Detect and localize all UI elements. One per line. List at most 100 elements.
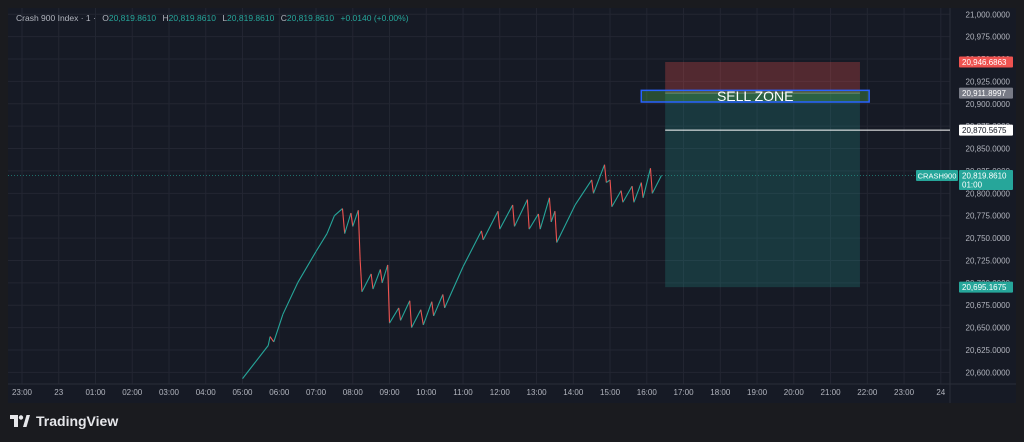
x-tick-label: 18:00 [710,388,731,397]
price-segment [372,269,381,290]
high-value: 20,819.8610 [168,13,216,23]
x-tick-label: 13:00 [527,388,548,397]
level-price-label: 20,870.5675 [962,126,1007,135]
price-segment [361,273,372,293]
price-segment [442,294,446,308]
take-profit-zone [665,93,860,288]
y-tick-label: 20,975.0000 [966,33,1011,42]
price-segment [269,336,275,343]
price-segment [512,204,516,227]
low-key: L [222,13,228,23]
price-segment [334,208,343,217]
price-segment [282,282,299,315]
x-tick-label: 02:00 [122,388,143,397]
sell-zone-box [640,89,870,103]
price-segment [370,273,374,290]
y-tick-label: 20,850.0000 [966,145,1011,154]
price-segment [633,182,642,203]
y-tick-label: 20,625.0000 [966,346,1011,355]
y-tick-label: 20,600.0000 [966,368,1011,377]
price-segment [387,264,391,324]
price-segment [603,164,607,183]
y-tick-label: 20,775.0000 [966,212,1011,221]
price-segment [409,300,413,328]
price-segment [273,313,284,343]
x-tick-label: 16:00 [637,388,658,397]
x-tick-label: 03:00 [159,388,180,397]
price-segment [297,251,317,284]
open-value: 20,819.8610 [108,13,157,23]
change-value: +0.0140 (+0.00%) [340,13,409,23]
price-chart[interactable]: 21,000.000020,975.000020,950.000020,925.… [8,8,1016,403]
x-tick-label: 06:00 [269,388,290,397]
x-tick-label: 09:00 [380,388,401,397]
price-segment [606,179,611,184]
price-segment [482,210,499,241]
price-segment [649,168,653,194]
x-tick-label: 15:00 [600,388,621,397]
y-tick-label: 20,650.0000 [966,324,1011,333]
price-segment [400,300,411,321]
price-segment [526,199,530,230]
x-tick-label: 08:00 [343,388,364,397]
price-segment [554,211,558,243]
x-tick-label: 24 [936,388,945,397]
sell-zone-label: SELL ZONE [717,88,794,104]
x-tick-label: 19:00 [747,388,768,397]
ohlc-legend: Crash 900 Index · 1 · O20,819.8610 H20,8… [16,13,409,23]
price-segment [548,197,552,223]
tradingview-brand[interactable]: TradingView [10,413,118,429]
take-profit-price-label-bg [959,281,1013,293]
close-key: C [280,13,287,23]
brand-name: TradingView [36,413,119,429]
symbol-tag-bg [916,170,958,182]
close-value: 20,819.8610 [286,13,335,23]
price-segment [642,168,652,198]
current-price-label-bg [959,170,1013,191]
price-segment [550,211,556,223]
price-segment [379,269,383,283]
price-segment [411,309,422,328]
take-profit-price-label: 20,695.1675 [962,283,1007,292]
price-segment [620,190,624,203]
price-segment [497,211,501,230]
symbol-label[interactable]: Crash 900 Index · 1 · [16,13,96,23]
entry-price-label: 20,911.8997 [962,89,1006,98]
price-segment [611,190,622,208]
current-price-label: 20,819.8610 [962,172,1007,181]
x-tick-label: 14:00 [563,388,584,397]
x-tick-label: 23:00 [894,388,915,397]
y-tick-label: 21,000.0000 [966,10,1011,19]
price-segment [513,199,528,227]
price-segment [357,210,361,260]
price-segment [344,212,352,234]
chart-pane[interactable]: 21,000.000020,975.000020,950.000020,925.… [8,8,1016,403]
x-tick-label: 20:00 [784,388,805,397]
price-segment [480,230,484,240]
price-segment [431,301,435,317]
entry-price-label-bg [959,87,1013,99]
price-segment [350,212,354,227]
price-segment [433,294,444,317]
price-segment [591,179,595,194]
symbol-tag: CRASH900 [918,172,957,181]
y-tick-label: 20,800.0000 [966,189,1011,198]
price-segment [422,301,433,326]
stop-loss-zone [665,61,860,94]
x-tick-label: 12:00 [490,388,511,397]
price-segment [609,179,613,207]
price-segment [267,336,271,346]
high-key: H [162,13,169,23]
tradingview-logo-icon [10,415,30,427]
price-segment [537,213,541,230]
x-tick-label: 01:00 [85,388,106,397]
price-segment [622,185,633,203]
price-segment [556,204,576,243]
price-segment [381,264,389,283]
price-segment [326,215,335,234]
x-tick-label: 23 [54,388,63,397]
level-price-label-bg [959,124,1013,136]
x-tick-label: 21:00 [821,388,842,397]
price-segment [651,175,662,194]
